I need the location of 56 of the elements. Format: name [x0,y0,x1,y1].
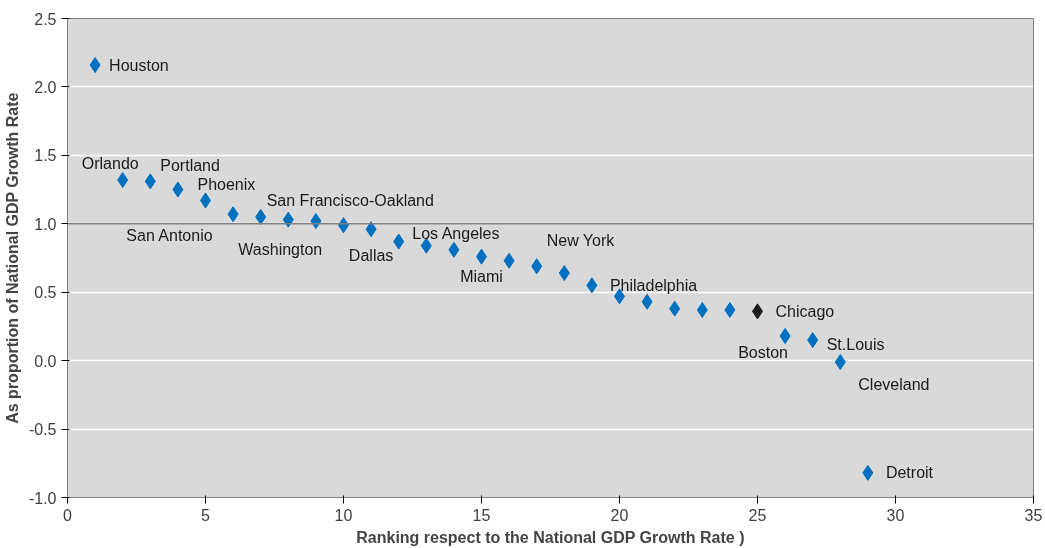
point [779,328,791,345]
x-tick-label: 0 [63,506,73,524]
annotation: Philadelphia [609,276,698,294]
annotation: Los Angeles [412,225,500,243]
point [89,57,101,74]
annotation: Cleveland [858,375,930,393]
annotation: Miami [460,268,503,286]
point [834,354,846,371]
point [503,252,515,269]
annotation: Phoenix [197,176,256,194]
point [641,293,653,310]
y-tick-label: 0.5 [34,284,57,302]
x-tick-label: 25 [748,506,767,524]
y-tick-label: 2.0 [34,78,57,96]
annotation: Boston [738,343,789,361]
point [586,277,598,294]
y-tick-label: 2.5 [34,10,57,28]
point [807,332,819,349]
x-tick-label: 5 [201,506,211,524]
y-tick-label: -1.0 [28,489,57,507]
annotation: Dallas [348,246,394,264]
point [117,171,129,188]
annotation: Washington [238,241,323,259]
point [227,206,239,223]
annotation: Chicago [775,302,835,320]
point [144,173,156,190]
point [558,265,570,282]
point [172,181,184,198]
y-tick-label: 1.0 [34,215,57,233]
point [531,258,543,275]
x-tick-label: 10 [334,506,353,524]
x-tick-label: 15 [472,506,491,524]
x-axis-title: Ranking respect to the National GDP Growth Rate ) [356,528,745,546]
x-tick-label: 20 [610,506,629,524]
point [669,300,681,317]
point [365,221,377,238]
annotation: Orlando [81,155,139,173]
annotation: New York [546,231,616,249]
point [393,233,405,250]
annotation: St.Louis [826,335,885,353]
point [724,302,736,319]
y-tick-label: 0.0 [34,352,57,370]
point [862,464,874,481]
point [448,241,460,258]
annotation: Detroit [885,464,934,482]
annotation: San Antonio [126,227,213,245]
point [255,208,267,225]
y-tick-label: 1.5 [34,147,57,165]
y-axis-title: As proportion of National GDP Growth Rate [3,92,21,424]
y-tick-label: -0.5 [28,421,57,439]
point [696,302,708,319]
annotation: Houston [109,56,169,74]
annotation: San Francisco-Oakland [266,192,434,210]
annotation: Portland [160,156,220,174]
x-tick-label: 30 [886,506,905,524]
x-tick-label: 35 [1024,506,1043,524]
